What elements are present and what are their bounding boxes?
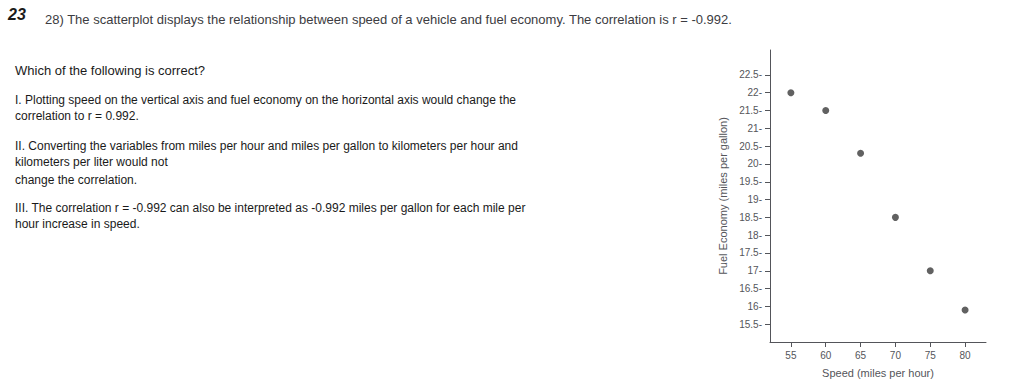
svg-text:75: 75 xyxy=(925,350,937,361)
svg-text:hour increase in speed.: hour increase in speed. xyxy=(15,217,140,231)
svg-text:15.5-: 15.5- xyxy=(739,319,762,330)
svg-text:17-: 17- xyxy=(748,265,762,276)
svg-text:80: 80 xyxy=(960,350,972,361)
svg-text:65: 65 xyxy=(855,350,867,361)
svg-text:18.5-: 18.5- xyxy=(739,212,762,223)
svg-text:22.5-: 22.5- xyxy=(739,69,762,80)
svg-text:22-: 22- xyxy=(748,87,762,98)
svg-text:28) The scatterplot displays t: 28) The scatterplot displays the relatio… xyxy=(45,12,732,27)
svg-text:correlation to r = 0.992.: correlation to r = 0.992. xyxy=(15,109,139,123)
svg-text:70: 70 xyxy=(890,350,902,361)
svg-text:19-: 19- xyxy=(748,194,762,205)
svg-text:21.5-: 21.5- xyxy=(739,105,762,116)
svg-text:Speed (miles per hour): Speed (miles per hour) xyxy=(822,367,934,379)
svg-text:III. The correlation r = -0.99: III. The correlation r = -0.992 can also… xyxy=(15,201,529,215)
svg-text:Fuel Economy (miles per gallon: Fuel Economy (miles per gallon) xyxy=(717,117,729,275)
svg-text:16-: 16- xyxy=(748,301,762,312)
svg-text:change the correlation.: change the correlation. xyxy=(15,173,137,187)
svg-text:17.5-: 17.5- xyxy=(739,247,762,258)
svg-text:20.5-: 20.5- xyxy=(739,141,762,152)
svg-text:60: 60 xyxy=(820,350,832,361)
svg-text:21-: 21- xyxy=(748,123,762,134)
svg-text:20-: 20- xyxy=(748,158,762,169)
svg-text:Which of the following is corr: Which of the following is correct? xyxy=(15,63,205,78)
svg-text:18-: 18- xyxy=(748,230,762,241)
svg-text:16.5-: 16.5- xyxy=(739,283,762,294)
svg-text:kilometers per liter would not: kilometers per liter would not xyxy=(15,155,168,169)
svg-text:23: 23 xyxy=(7,6,26,23)
svg-text:19.5-: 19.5- xyxy=(739,176,762,187)
svg-text:55: 55 xyxy=(785,350,797,361)
svg-text:I. Plotting speed on the verti: I. Plotting speed on the vertical axis a… xyxy=(15,93,519,107)
svg-text:II. Converting the variables f: II. Converting the variables from miles … xyxy=(15,139,521,153)
